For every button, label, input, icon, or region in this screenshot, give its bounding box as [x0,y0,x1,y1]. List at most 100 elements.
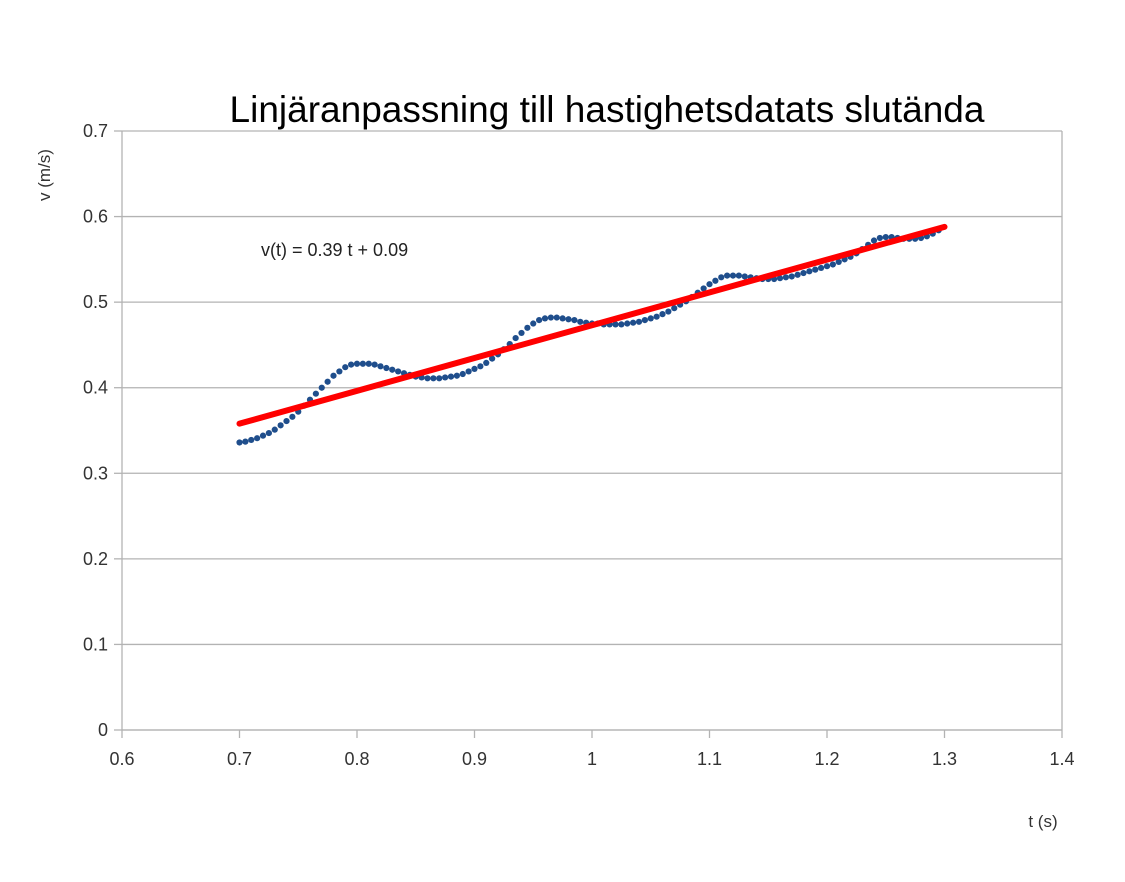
data-point [712,277,719,284]
data-point [618,321,625,328]
data-point [882,234,889,241]
y-tick-labels: 0 0.1 0.2 0.3 0.4 0.5 0.6 0.7 [83,121,108,740]
x-tick-label: 0.8 [344,749,369,769]
data-point [430,375,437,382]
data-point [389,366,396,373]
data-point [612,321,619,328]
data-point [659,311,666,318]
data-point [453,372,460,379]
data-point [788,273,795,280]
data-point [800,269,807,277]
data-point [647,315,654,322]
y-tick-label: 0.5 [83,292,108,312]
x-tick-label: 0.9 [462,749,487,769]
data-point [254,435,261,442]
data-point [530,320,537,327]
x-tick-label: 0.6 [109,749,134,769]
data-point [794,271,801,278]
data-point [383,364,390,372]
data-point [536,317,543,324]
data-point [718,274,725,281]
data-point [518,329,525,337]
x-tick-labels: 0.6 0.7 0.8 0.9 1 1.1 1.2 1.3 1.4 [109,749,1074,769]
data-point [342,364,349,371]
data-point [277,422,284,429]
data-point [624,320,631,327]
data-point [812,266,819,273]
data-point [665,308,672,315]
y-tick-label: 0.4 [83,378,108,398]
data-point [553,314,560,321]
data-point [471,365,478,372]
data-point [630,319,637,326]
data-point [489,355,496,362]
x-axis-label: t (s) [1028,812,1057,831]
data-point [436,375,443,382]
data-point [876,234,883,242]
x-tick-label: 1 [587,749,597,769]
data-point [641,317,648,324]
data-point [706,281,713,288]
x-tick-label: 0.7 [227,749,252,769]
data-point [395,368,402,375]
data-point [483,359,490,366]
data-point [782,274,789,281]
data-point [271,426,278,433]
data-point [571,317,578,324]
data-point [348,361,355,368]
y-tick-label: 0.3 [83,463,108,483]
data-point [442,374,449,381]
data-point [377,363,384,370]
y-tick-label: 0 [98,720,108,740]
data-point [242,438,249,445]
data-point [289,413,296,420]
data-point [724,272,731,279]
data-point [776,275,784,282]
data-point [330,372,337,379]
chart-title: Linjäranpassning till hastighetsdatats s… [230,89,985,130]
data-point [353,360,361,367]
data-point [359,360,366,367]
data-point [541,315,549,322]
data-point [806,268,813,275]
data-point [741,273,748,280]
data-point [653,313,660,320]
data-point [459,370,466,378]
data-point [265,429,272,437]
x-tick-label: 1.3 [932,749,957,769]
data-point [465,368,472,375]
data-point [565,316,572,323]
data-point [635,318,643,325]
data-point [336,368,343,375]
data-point [547,314,554,321]
data-point [559,315,566,322]
y-axis-label: v (m/s) [35,149,54,201]
data-point [447,373,455,380]
data-point [259,432,267,439]
data-point [365,360,372,367]
data-point [835,258,842,266]
data-point [823,263,831,270]
data-point [818,264,825,272]
data-point [512,334,519,342]
y-tick-label: 0.1 [83,634,108,654]
x-tick-label: 1.1 [697,749,722,769]
data-point [729,272,737,279]
data-point [312,390,319,397]
axes [114,130,1063,738]
data-point [324,378,331,385]
x-tick-label: 1.4 [1049,749,1074,769]
data-point [870,237,878,244]
data-point [248,436,255,444]
y-tick-label: 0.7 [83,121,108,141]
data-point [236,439,243,446]
data-point [700,285,707,292]
fit-equation: v(t) = 0.39 t + 0.09 [261,240,408,260]
data-point [318,384,325,391]
data-point [735,272,742,279]
data-point [424,375,431,382]
fit-line [236,223,948,427]
data-point [524,324,531,331]
data-point [671,305,678,312]
